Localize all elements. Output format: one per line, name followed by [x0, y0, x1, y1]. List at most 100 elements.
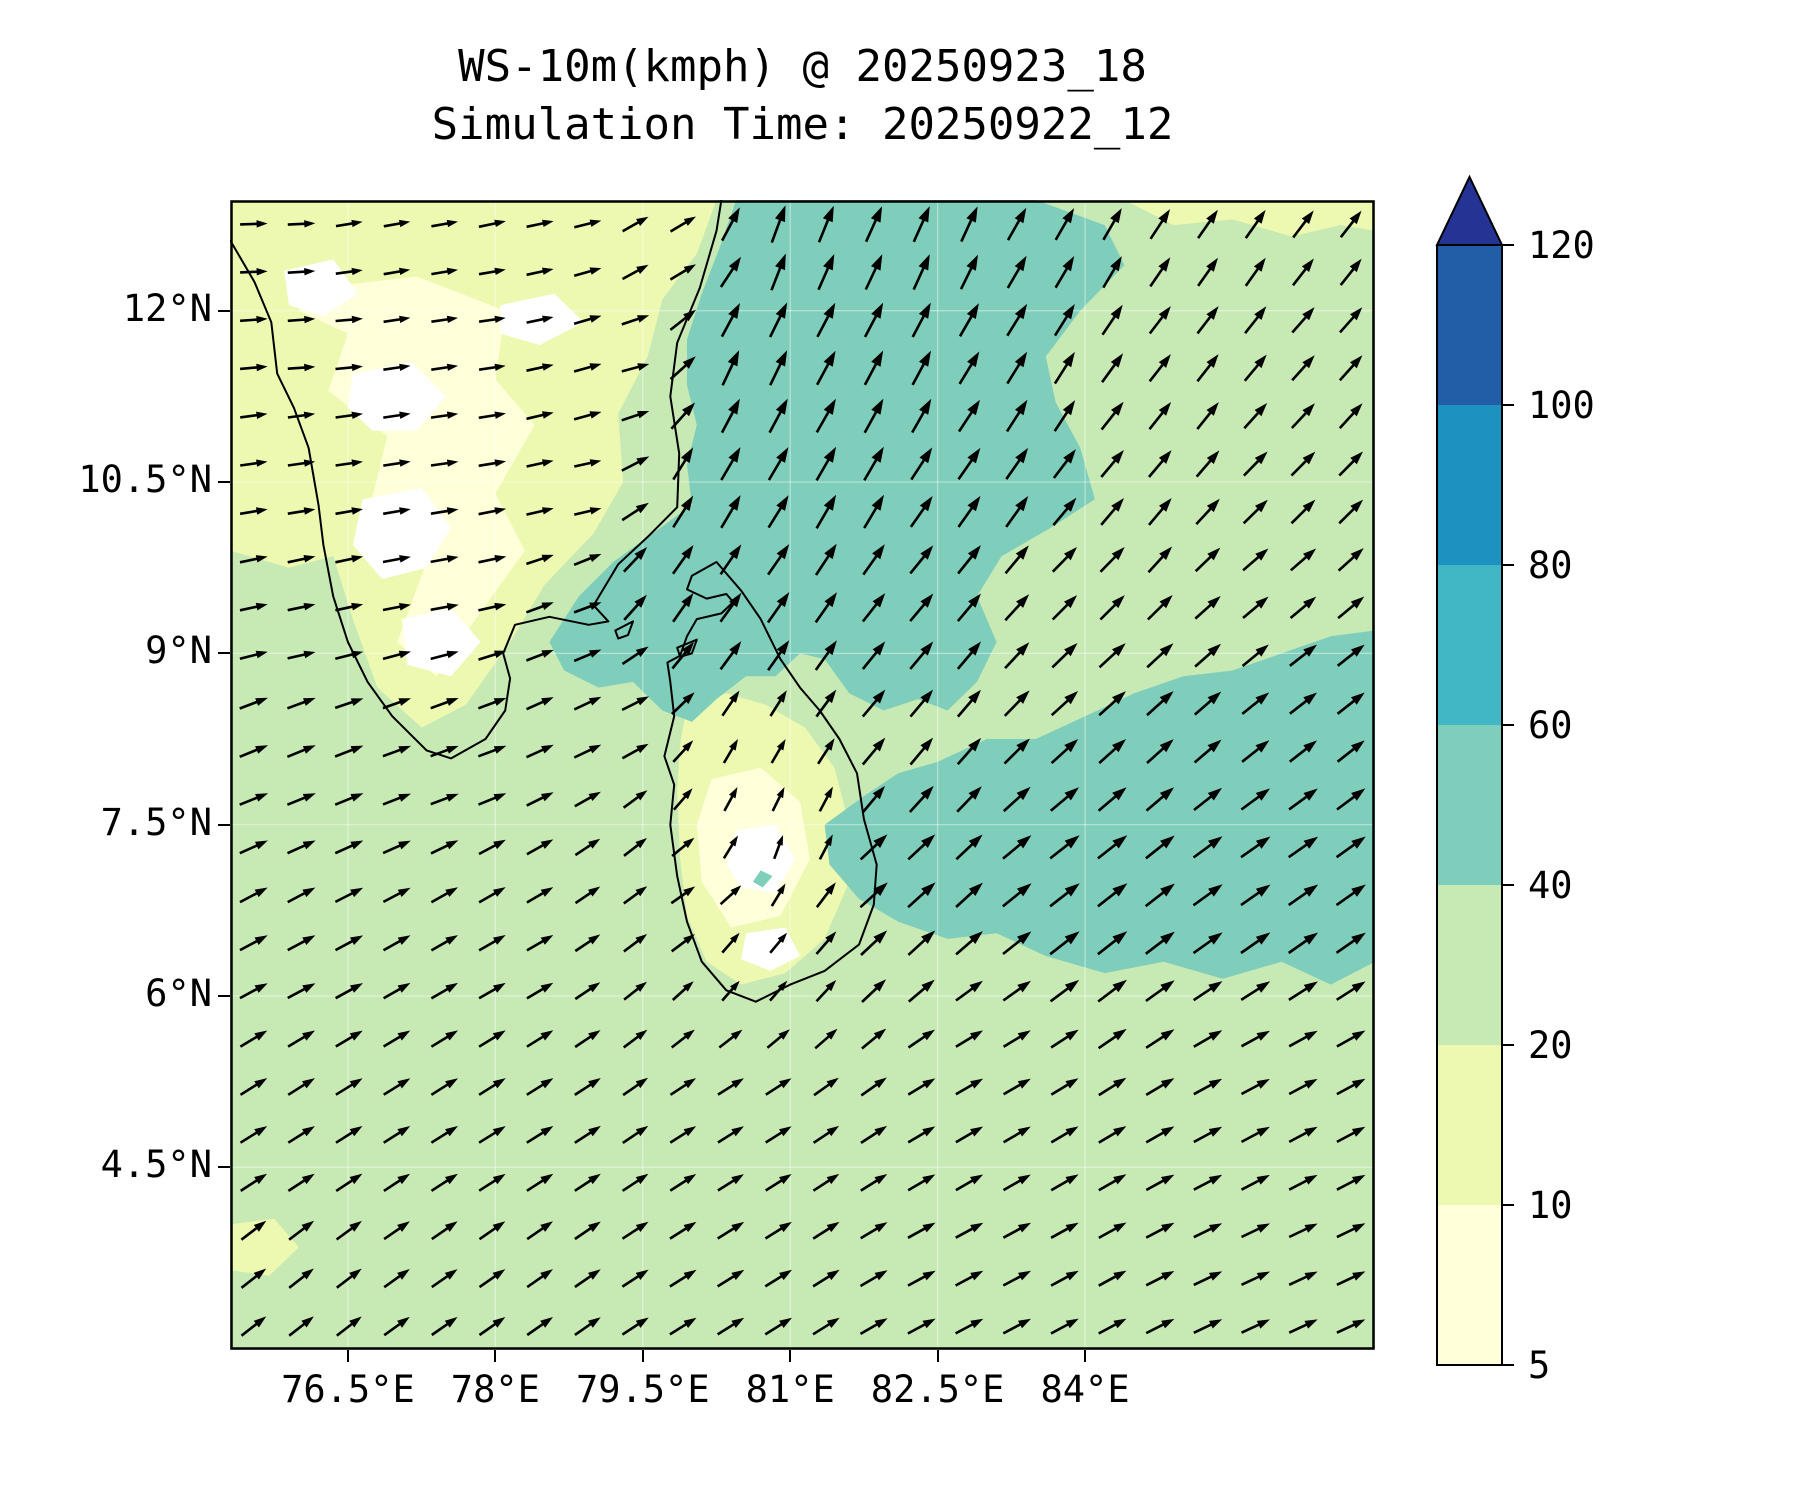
wind-arrow: [1148, 354, 1171, 383]
wind-arrow: [239, 1173, 267, 1192]
colorbar-tick-label: 80: [1528, 544, 1573, 587]
wind-arrow: [573, 696, 602, 711]
map-plot: [230, 200, 1375, 1350]
wind-arrow: [573, 315, 602, 326]
wind-arrow: [430, 745, 459, 758]
wind-arrow: [1098, 1318, 1127, 1335]
wind-arrow: [623, 886, 648, 905]
wind-arrow: [671, 981, 694, 1001]
wind-arrow: [1006, 207, 1027, 241]
colorbar-tick-label: 5: [1528, 1344, 1550, 1387]
wind-arrow: [1097, 835, 1128, 860]
wind-arrow: [239, 363, 268, 372]
wind-arrow: [430, 793, 459, 806]
wind-arrow: [335, 602, 364, 612]
wind-arrow: [525, 649, 554, 662]
wind-arrow: [1336, 740, 1365, 763]
wind-arrow: [1337, 596, 1365, 620]
wind-arrow: [862, 544, 885, 576]
wind-arrow: [1146, 595, 1173, 621]
wind-arrow: [287, 650, 316, 660]
wind-arrow: [288, 1220, 315, 1241]
wind-arrow: [1098, 1174, 1127, 1192]
wind-arrow: [1145, 787, 1175, 812]
wind-arrow: [1049, 979, 1080, 1003]
wind-arrow: [718, 1029, 743, 1049]
wind-arrow: [239, 887, 268, 904]
wind-arrow: [431, 219, 458, 228]
wind-arrow: [672, 495, 694, 528]
wind-arrow: [1149, 257, 1171, 288]
wind-arrow: [574, 1269, 601, 1289]
wind-arrow: [430, 840, 459, 855]
wind-arrow: [1193, 1174, 1223, 1191]
wind-arrow: [772, 835, 784, 860]
wind-arrow: [431, 363, 459, 371]
wind-arrow: [671, 837, 695, 858]
wind-arrow: [478, 839, 506, 856]
wind-arrow: [1053, 304, 1075, 337]
wind-arrow: [431, 1269, 458, 1289]
wind-arrow: [477, 745, 507, 758]
wind-arrow: [286, 745, 316, 759]
wind-arrow: [1338, 499, 1364, 525]
wind-arrow: [815, 882, 836, 908]
wind-arrow: [239, 793, 269, 806]
wind-arrow: [430, 982, 458, 1000]
wind-arrow: [1050, 1318, 1079, 1335]
wind-arrow: [477, 698, 507, 710]
wind-arrow: [1193, 1319, 1223, 1334]
wind-arrow: [719, 256, 741, 288]
wind-arrow: [1240, 1319, 1270, 1334]
wind-arrow: [722, 835, 738, 859]
wind-arrow: [1004, 545, 1029, 575]
wind-arrow: [335, 411, 363, 419]
colorbar-segment: [1437, 565, 1502, 725]
wind-arrow: [1289, 692, 1317, 715]
wind-arrow: [1241, 644, 1269, 668]
wind-arrow: [621, 1269, 649, 1288]
wind-arrow: [287, 363, 316, 372]
wind-arrow: [525, 697, 554, 711]
wind-arrow: [240, 1220, 267, 1241]
wind-arrow: [1145, 1271, 1175, 1287]
wind-arrow: [814, 543, 837, 576]
wind-arrow: [1002, 931, 1032, 956]
wind-arrow: [574, 1173, 601, 1192]
wind-arrow: [573, 267, 602, 277]
wind-arrow: [1335, 932, 1366, 954]
wind-arrow: [1288, 981, 1318, 1001]
wind-arrow: [1002, 1270, 1031, 1287]
wind-arrow: [430, 1126, 458, 1144]
wind-arrow: [287, 315, 316, 324]
wind-arrow: [767, 447, 789, 481]
wind-arrow: [334, 793, 364, 806]
wind-arrow: [525, 744, 554, 759]
wind-arrow: [1291, 307, 1315, 334]
wind-arrow: [671, 641, 694, 670]
wind-arrow: [287, 887, 316, 904]
wind-arrow: [382, 982, 411, 1000]
wind-arrow: [955, 1222, 984, 1239]
wind-arrow: [382, 507, 411, 516]
wind-arrow: [574, 886, 601, 905]
wind-arrow: [526, 1269, 553, 1289]
wind-arrow: [1002, 786, 1031, 813]
coastline-sri-lanka: [663, 561, 878, 1003]
wind-arrow: [573, 744, 602, 759]
wind-arrow: [335, 1030, 363, 1048]
wind-arrow: [1098, 1222, 1127, 1240]
wind-arrow: [430, 698, 459, 710]
wind-arrow: [863, 350, 884, 386]
wind-arrow: [766, 1029, 790, 1049]
wind-arrow: [912, 254, 930, 291]
wind-arrow: [1290, 451, 1316, 477]
wind-arrow: [1102, 256, 1122, 289]
wind-arrow: [1240, 884, 1271, 907]
wind-arrow: [860, 1222, 888, 1240]
wind-arrow: [1288, 1271, 1318, 1286]
wind-arrow: [1244, 306, 1267, 335]
wind-arrow: [1339, 258, 1362, 286]
x-tick-label: 79.5°E: [575, 1368, 710, 1411]
wind-arrow: [1195, 498, 1220, 525]
